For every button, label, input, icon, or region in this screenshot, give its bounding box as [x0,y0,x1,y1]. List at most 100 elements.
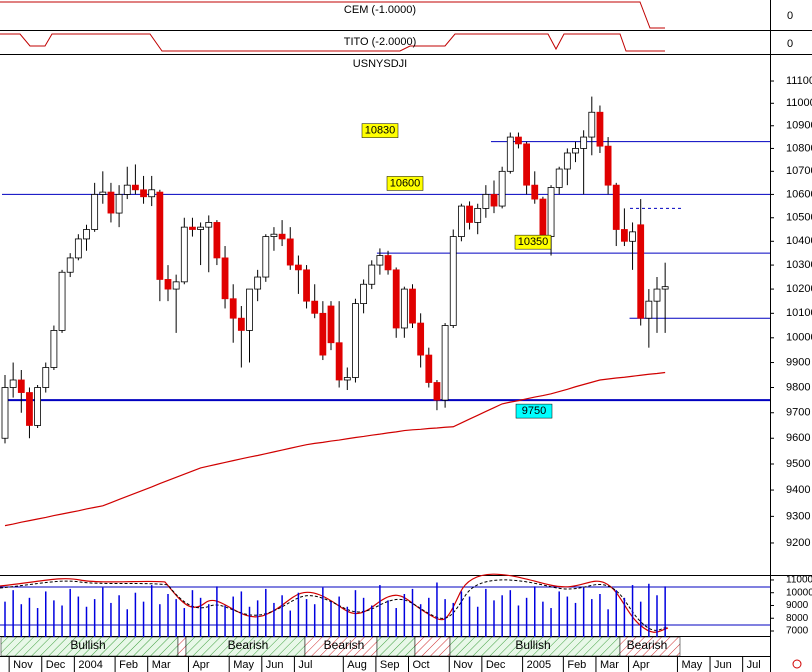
bands [0,636,681,657]
y-tick-label: 11100 [786,75,812,87]
candle-body [645,300,653,319]
y-tick-label: 10600 [786,188,812,200]
candle-body [661,286,669,290]
candle-body [172,281,180,290]
x-tick-label: 2004 [78,659,102,671]
osc-signal [0,579,669,631]
candle-body [457,205,465,237]
candle-body [653,288,661,302]
status-icon [792,659,802,669]
candle-body [335,342,343,381]
x-tick-label: Sep [380,659,400,671]
candle-body [563,152,571,170]
candle-body [343,377,351,381]
level-box [361,123,399,138]
candle-body [74,238,82,259]
x-tick-label: Feb [119,659,138,671]
candle-body [547,187,555,237]
candle-body [392,269,400,329]
candle-body [270,233,278,237]
level-label: 10830 [365,125,396,137]
y-tick-label: 9700 [786,407,810,419]
x-tick-label: Mar [152,659,171,671]
x-tick-label: Dec [46,659,66,671]
y-tick-label: 10800 [786,142,812,154]
candle-body [42,367,50,388]
x-tick-label: Oct [413,659,430,671]
candle-body [50,330,58,368]
candle-body [531,184,539,200]
candle-body [9,379,17,388]
candle-body [474,207,482,223]
candle-body [115,194,123,214]
panel-label: CEM (-1.0000) [344,4,416,16]
candle-body [368,264,376,285]
y-tick-label: 9900 [786,356,810,368]
candle-body [498,170,506,207]
x-tick-label: Jun [266,659,284,671]
y-tick-label: 9800 [786,381,810,393]
candle-body [213,222,221,259]
candle-body [99,191,107,195]
level-label: 9750 [522,405,546,417]
tito-line [0,33,665,52]
candle-body [294,264,302,271]
candle-body [262,236,270,278]
panel-label: TITO (-2.0000) [344,36,417,48]
candle-body [433,382,441,401]
level-box [515,403,553,419]
candle-body [278,233,286,240]
candle-body [352,303,359,378]
y-tick-label: 9400 [786,484,810,496]
candle-body [197,226,205,230]
x-tick-label: Dec [486,659,506,671]
y-tick-label: 10000 [786,587,812,598]
candle-body [637,224,645,319]
candle-body [205,222,213,228]
band-label: Bearish [324,638,365,652]
candle-body [612,184,620,230]
candle-body [131,184,139,191]
candle-body [425,354,433,383]
x-tick-label: Apr [192,659,209,671]
band-label: Bullish [70,638,105,652]
panel-tick: 0 [787,10,793,22]
candle-body [555,168,563,188]
x-tick-label: Apr [633,659,650,671]
candle-body [17,379,25,393]
x-tick-label: Mar [600,659,619,671]
candle-body [156,191,164,280]
y-tick-label: 10900 [786,120,812,132]
candle-body [515,136,522,145]
level-box [514,234,552,250]
candle-body [34,387,41,426]
candle-body [180,226,188,283]
candle-body [319,312,327,356]
candle-body [490,194,498,207]
x-tick-label: Jul [298,659,312,671]
candle-body [140,189,147,198]
candle-body [221,257,229,300]
candle-body [229,298,237,319]
candle-body [327,305,335,344]
candle-body [629,231,636,242]
candle-body [621,229,628,242]
candle-body [83,229,90,240]
y-tick-label: 10200 [786,283,812,295]
band-label: Bearish [228,638,269,652]
candle-body [66,257,74,273]
candle-body [91,194,99,230]
candle-body [189,226,196,230]
x-tick-label: Aug [347,659,367,671]
candle-body [523,143,530,186]
x-tick-label: Feb [567,659,586,671]
candle-body [441,325,449,401]
candle-body [596,111,604,147]
candle-body [604,145,612,186]
candle-body [417,322,425,356]
candle-body [303,269,310,302]
level-box [386,176,424,191]
candle-body [400,288,408,329]
